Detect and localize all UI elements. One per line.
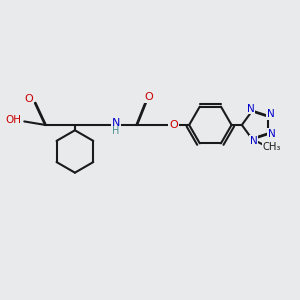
Text: N: N bbox=[250, 136, 257, 146]
Text: CH₃: CH₃ bbox=[262, 142, 281, 152]
Text: N: N bbox=[267, 109, 275, 119]
Text: H: H bbox=[112, 126, 120, 136]
Text: N: N bbox=[112, 118, 120, 128]
Text: N: N bbox=[247, 103, 254, 114]
Text: N: N bbox=[268, 129, 276, 139]
Text: O: O bbox=[169, 120, 178, 130]
Text: OH: OH bbox=[5, 115, 21, 125]
Text: O: O bbox=[24, 94, 33, 104]
Text: O: O bbox=[145, 92, 154, 102]
